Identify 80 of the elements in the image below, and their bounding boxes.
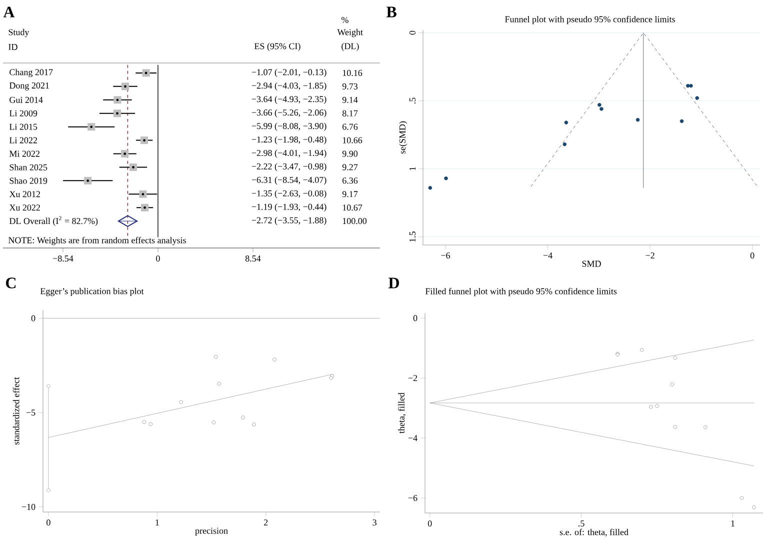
y-axis-title: se(SMD) [399, 121, 408, 154]
annotation: −1.35 (−2.63, −0.08) [252, 190, 326, 198]
chart-title: Egger’s publication bias plot [40, 288, 144, 296]
annotation: −5.99 (−8.08, −3.90) [252, 122, 326, 131]
text: D [388, 278, 399, 288]
y-tick-label: Li 2015 [9, 124, 38, 130]
y-tick-label: Li 2022 [9, 137, 37, 144]
x-tick-label: 0 [428, 520, 432, 526]
annotation: 9.27 [342, 164, 358, 170]
annotation: 9.90 [342, 150, 358, 157]
y-tick-label: Shao 2019 [10, 177, 48, 184]
x-tick-label: −6 [441, 252, 450, 258]
annotation: NOTE: Weights are from random effects analysis [8, 236, 186, 245]
x-tick-label: −4 [543, 252, 552, 258]
annotation: 100.00 [342, 218, 367, 224]
annotation: 6.36 [342, 177, 358, 184]
annotation: −3.66 (−5.26, −2.06) [252, 109, 326, 118]
y-tick-label: Dong 2021 [9, 82, 49, 90]
annotation: −1.19 (−1.93, −0.44) [252, 203, 326, 212]
annotation: −1.23 (−1.98, −0.48) [252, 136, 326, 144]
annotation: −2.22 (−3.47, −0.98) [252, 162, 326, 172]
x-tick-label: 2 [264, 519, 268, 526]
x-tick-label: 3 [372, 519, 376, 526]
annotation: −3.64 (−4.93, −2.35) [252, 96, 326, 104]
annotation: 10.16 [342, 70, 362, 76]
y-tick-label: Chang 2017 [10, 68, 53, 77]
y-tick-label: 1 [410, 166, 416, 170]
y-tick-label: −2 [408, 374, 418, 381]
text: B [386, 6, 396, 18]
x-axis-title: precision [195, 528, 228, 536]
annotation: −2.98 (−4.01, −1.94) [252, 149, 326, 158]
x-tick-label: 8.54 [245, 255, 261, 262]
x-tick-label: 0 [750, 252, 754, 258]
y-tick-label: Shan 2025 [10, 164, 48, 170]
y-tick-label: −5 [26, 409, 36, 416]
annotation: 10.66 [342, 137, 362, 144]
annotation: −2.72 (−3.55, −1.88) [252, 216, 326, 225]
text: % [342, 16, 348, 23]
chart-title: Funnel plot with pseudo 95% confidence limits [505, 16, 675, 24]
text: Study [8, 28, 30, 37]
y-tick-label: Gui 2014 [10, 96, 43, 103]
y-axis-title: theta, filled [398, 392, 406, 434]
x-tick-label: 1 [156, 519, 159, 526]
x-tick-label: −2 [646, 252, 654, 258]
y-tick-label: 0 [409, 30, 416, 34]
x-tick-label: 1 [731, 520, 734, 526]
annotation: 6.76 [342, 124, 358, 130]
annotation: 10.67 [342, 204, 362, 210]
text: Weight [337, 28, 363, 37]
x-tick-label: 0 [156, 255, 160, 262]
y-axis-title: standardized effect [12, 376, 20, 444]
y-tick-label: −10 [22, 504, 36, 510]
annotation: 8.17 [342, 110, 358, 116]
text: ES (95% CI) [254, 42, 300, 51]
annotation: −2.94 (−4.03, −1.85) [252, 82, 326, 90]
x-tick-label: .5 [578, 520, 584, 526]
text: A [3, 6, 15, 18]
y-tick-label: 0 [413, 314, 418, 321]
y-tick-label: −4 [408, 434, 418, 441]
annotation: 9.14 [342, 96, 358, 103]
text: ID [8, 44, 18, 50]
y-tick-label: .5 [410, 98, 416, 104]
annotation: 9.73 [342, 83, 358, 90]
y-tick-label: −6 [408, 494, 418, 501]
annotation: −1.07 (−2.01, −0.13) [252, 68, 326, 77]
y-tick-label: Li 2009 [9, 110, 38, 116]
y-tick-label: Mi 2022 [9, 150, 40, 157]
y-tick-label: 1.5 [409, 231, 416, 242]
annotation: 9.17 [342, 190, 358, 197]
x-axis-title: s.e. of: theta, filled [560, 528, 628, 536]
y-tick-label: DL Overall (I$^{2}$ = 82.7%) [9, 216, 98, 226]
text: (DL) [342, 42, 359, 51]
text: C [6, 277, 16, 288]
y-tick-label: Xu 2012 [9, 190, 40, 197]
annotation: −6.31 (−8.54, −4.07) [252, 176, 326, 185]
y-tick-label: Xu 2022 [9, 204, 40, 210]
x-tick-label: −8.54 [53, 255, 74, 262]
chart-title: Filled funnel plot with pseudo 95% confidence limits [425, 288, 617, 296]
y-tick-label: 0 [31, 315, 36, 322]
x-axis-title: SMD [582, 260, 601, 267]
